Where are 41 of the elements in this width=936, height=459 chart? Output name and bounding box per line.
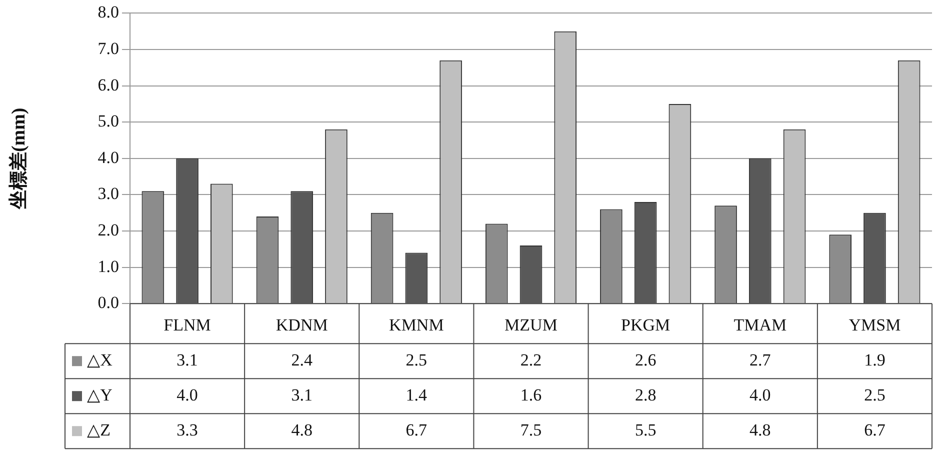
data-label: 4.0 (176, 386, 198, 405)
x-tick-label: PKGM (621, 315, 670, 334)
data-label: 4.8 (291, 420, 312, 440)
y-tick-label: 2.0 (98, 220, 119, 240)
data-label: 1.4 (406, 386, 428, 405)
y-tick-label: 4.0 (98, 148, 119, 167)
y-tick-label: 6.0 (98, 75, 119, 94)
x-tick-label: KDNM (276, 315, 328, 334)
data-label: 2.2 (520, 350, 542, 370)
legend-label: △Z (87, 420, 110, 440)
y-axis-title: 坐標差(mm) (7, 108, 30, 210)
y-tick-label: 5.0 (98, 112, 119, 131)
x-tick-label: MZUM (504, 315, 558, 334)
data-label: 2.4 (291, 350, 313, 370)
data-label: 2.7 (750, 350, 772, 370)
data-label: 1.6 (520, 386, 542, 405)
data-label: 2.6 (634, 350, 656, 370)
data-label: 5.5 (634, 420, 656, 440)
data-label: 4.0 (750, 386, 771, 405)
legend-label: △Y (87, 386, 112, 405)
legend-label: △X (87, 350, 112, 370)
data-label: 7.5 (520, 420, 542, 440)
data-label: 6.7 (406, 420, 428, 440)
y-tick-label: 1.0 (98, 256, 119, 276)
data-label: 2.5 (864, 386, 886, 405)
y-tick-label: 8.0 (98, 2, 119, 22)
data-label: 2.5 (406, 350, 428, 370)
x-tick-label: YMSM (848, 315, 901, 334)
data-label: 3.3 (176, 420, 198, 440)
x-tick-label: TMAM (734, 315, 787, 334)
y-tick-label: 0.0 (98, 293, 119, 312)
data-label: 6.7 (864, 420, 886, 440)
y-tick-label: 7.0 (98, 38, 119, 58)
x-tick-label: KMNM (389, 315, 444, 334)
data-label: 1.9 (864, 350, 886, 370)
data-label: 4.8 (750, 420, 771, 440)
data-label: 2.8 (634, 386, 656, 405)
y-tick-label: 3.0 (98, 184, 119, 204)
x-tick-label: FLNM (164, 315, 211, 334)
data-label: 3.1 (176, 350, 198, 370)
data-label: 3.1 (291, 386, 312, 405)
